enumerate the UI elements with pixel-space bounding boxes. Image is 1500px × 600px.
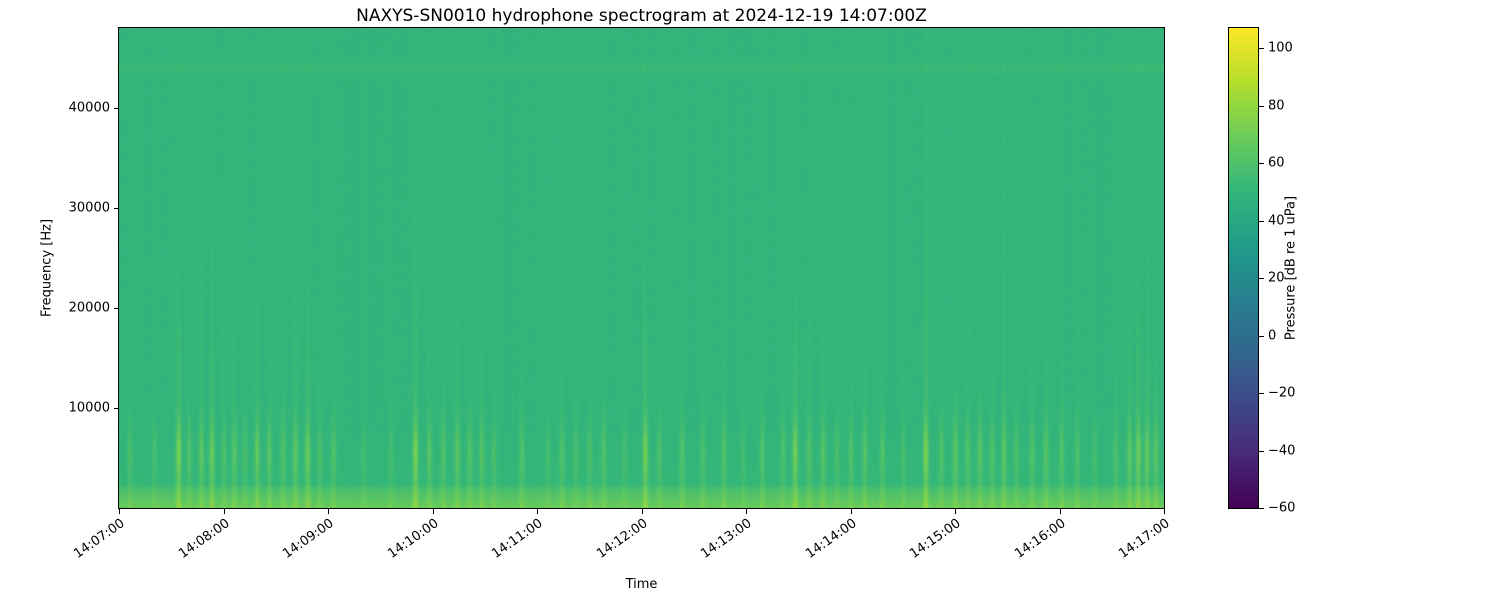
x-tick-mark xyxy=(119,509,120,514)
colorbar-tick-mark xyxy=(1259,335,1264,337)
x-tick-mark xyxy=(1059,509,1061,514)
x-tick-mark xyxy=(328,509,329,514)
colorbar-tick-label: 60 xyxy=(1268,155,1285,171)
colorbar-tick-label: −60 xyxy=(1268,500,1296,516)
spectrogram-plot xyxy=(118,27,1165,509)
x-tick-mark xyxy=(432,509,434,514)
x-tick-mark xyxy=(850,509,852,514)
colorbar-tick-mark xyxy=(1259,48,1264,50)
y-tick-mark xyxy=(114,208,119,209)
colorbar-tick-mark xyxy=(1259,105,1264,107)
colorbar-tick-mark xyxy=(1259,220,1264,222)
colorbar-tick-label: 100 xyxy=(1268,40,1293,56)
y-tick-label: 40000 xyxy=(68,100,110,116)
colorbar xyxy=(1228,27,1259,509)
y-tick-label: 30000 xyxy=(68,200,110,216)
colorbar-label: Pressure [dB re 1 uPa] xyxy=(1283,195,1299,341)
y-tick-label: 10000 xyxy=(68,400,110,416)
plot-title: NAXYS-SN0010 hydrophone spectrogram at 2… xyxy=(356,6,927,26)
colorbar-tick-mark xyxy=(1259,278,1264,280)
x-tick-mark xyxy=(1164,509,1165,514)
colorbar-tick-label: 20 xyxy=(1268,270,1285,286)
y-tick-mark xyxy=(114,108,119,109)
colorbar-tick-mark xyxy=(1259,450,1264,452)
x-tick-mark xyxy=(746,509,747,514)
spectrogram-heatmap xyxy=(119,28,1164,508)
y-tick-mark xyxy=(114,308,119,309)
colorbar-tick-mark xyxy=(1259,508,1264,509)
y-tick-mark xyxy=(114,408,119,409)
y-axis-label: Frequency [Hz] xyxy=(39,218,55,318)
colorbar-gradient xyxy=(1229,28,1258,508)
colorbar-tick-mark xyxy=(1259,163,1264,165)
colorbar-tick-label: −40 xyxy=(1268,443,1296,458)
colorbar-tick-mark xyxy=(1259,393,1264,395)
colorbar-tick-label: −20 xyxy=(1268,385,1296,401)
colorbar-tick-label: 0 xyxy=(1268,328,1277,344)
y-tick-label: 20000 xyxy=(68,300,110,316)
colorbar-tick-label: 80 xyxy=(1268,98,1285,114)
x-tick-mark xyxy=(537,509,538,514)
x-tick-mark xyxy=(955,509,956,514)
colorbar-tick-label: 40 xyxy=(1268,213,1285,229)
x-axis-label: Time xyxy=(625,577,658,592)
x-tick-mark xyxy=(641,509,643,514)
x-tick-mark xyxy=(223,509,225,514)
x-tick-label: 14:07:00 xyxy=(71,516,128,562)
